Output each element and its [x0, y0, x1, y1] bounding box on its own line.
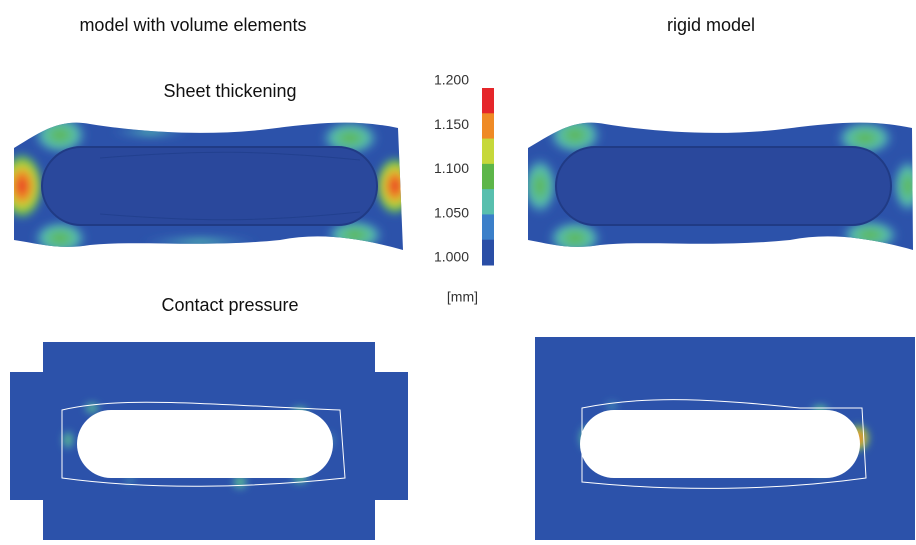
- row-title: Sheet thickening: [163, 81, 296, 101]
- colorbar-tick-label: 1.050: [434, 204, 469, 220]
- colorbar: 1.200 1.150 1.100 1.050 1.000: [434, 72, 494, 266]
- thickening-plot-left: [14, 122, 403, 250]
- colorbar-band: [482, 138, 494, 165]
- colorbar-band: [482, 214, 494, 241]
- colorbar-tick-label: 1.150: [434, 116, 469, 132]
- colorbar-tick-label: 1.000: [434, 249, 469, 265]
- colorbar-tick-label: 1.200: [434, 72, 469, 88]
- row-title: Contact pressure: [161, 295, 298, 315]
- colorbar-band: [482, 189, 494, 215]
- colorbar-band: [482, 163, 494, 190]
- colorbar-unit: [mm]: [447, 289, 478, 305]
- pressure-plot-left: [10, 342, 408, 540]
- colorbar-band: [482, 113, 494, 140]
- colorbar-band: [482, 88, 494, 114]
- colorbar-band: [482, 239, 494, 266]
- pressure-plot-right: [535, 337, 915, 540]
- thickening-plot-right: [528, 122, 913, 250]
- colorbar-tick-label: 1.100: [434, 160, 469, 176]
- column-title: model with volume elements: [79, 15, 306, 35]
- column-title: rigid model: [667, 15, 755, 35]
